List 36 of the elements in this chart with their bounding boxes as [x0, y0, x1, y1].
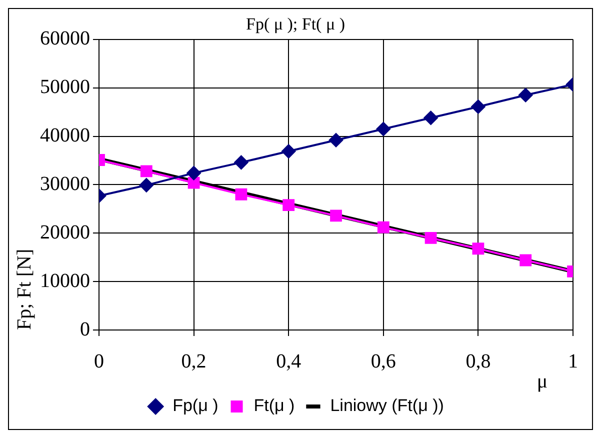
legend-label: Liniowy (Ft(μ )) — [330, 396, 444, 416]
point — [186, 166, 201, 180]
y-tick-label: 40000 — [40, 124, 90, 147]
y-tick-label: 30000 — [40, 172, 90, 195]
y-axis-title: Fp; Ft [N] — [13, 248, 36, 330]
point — [235, 188, 248, 200]
point — [330, 210, 342, 222]
point — [520, 254, 532, 266]
point — [139, 178, 154, 192]
y-tick-label: 10000 — [40, 270, 90, 292]
point — [329, 133, 343, 148]
y-tick-label: 0 — [80, 318, 90, 340]
point — [376, 122, 390, 136]
point — [518, 88, 533, 102]
x-tick-label: 1 — [568, 350, 578, 372]
point — [377, 221, 390, 234]
point — [424, 232, 437, 244]
point — [282, 144, 296, 158]
point — [471, 100, 486, 114]
x-axis-title: μ — [536, 370, 548, 392]
point — [282, 199, 295, 211]
x-tick-label: 0,4 — [276, 350, 302, 372]
legend-label: Ft(μ ) — [254, 396, 295, 416]
point — [424, 110, 438, 125]
point — [234, 155, 248, 170]
chart-title: Fp( μ ); Ft( μ ) — [246, 14, 345, 34]
x-tick-label: 0,6 — [370, 350, 396, 372]
y-tick-label: 60000 — [40, 28, 90, 50]
x-tick-label: 0,8 — [466, 350, 491, 372]
x-tick-label: 0 — [94, 350, 104, 372]
y-tick-label: 50000 — [40, 76, 90, 98]
legend-label: Fp(μ ) — [172, 396, 218, 416]
y-tick-label: 20000 — [40, 221, 90, 244]
point — [472, 242, 484, 255]
point — [140, 165, 152, 178]
x-tick-label: 0,2 — [181, 350, 206, 372]
